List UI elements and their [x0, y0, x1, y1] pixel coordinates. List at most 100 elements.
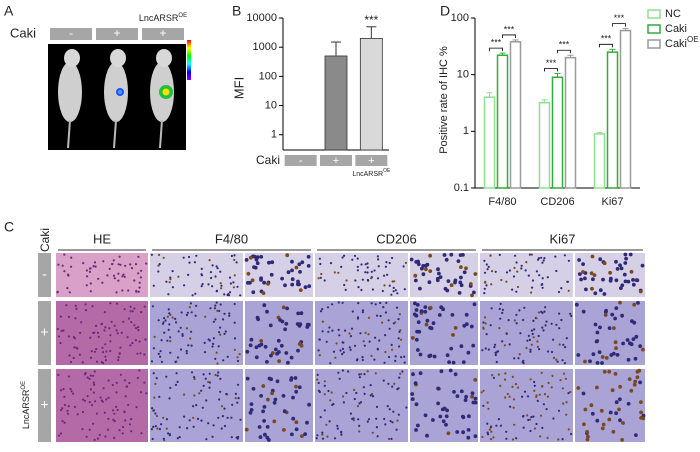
tissue-cell — [165, 427, 168, 430]
tissue-cell — [151, 437, 154, 441]
tissue-cell — [193, 376, 196, 379]
tissue-cell — [353, 388, 356, 391]
tissue-cell — [461, 430, 465, 435]
tissue-cell — [600, 361, 604, 365]
tissue-cell — [485, 284, 488, 287]
tissue-cell — [217, 345, 220, 348]
tissue-cell — [236, 359, 240, 363]
tissue-cell — [117, 356, 120, 359]
tissue-cell — [376, 348, 379, 351]
tissue-cell — [619, 266, 624, 271]
tissue-cell — [94, 265, 97, 268]
tissue-cell — [414, 337, 419, 342]
tissue-cell — [126, 336, 129, 339]
tissue-cell — [486, 401, 489, 404]
tissue-cell — [530, 329, 534, 332]
tissue-cell — [211, 264, 214, 267]
tissue-cell — [323, 380, 326, 383]
tissue-cell — [374, 336, 377, 339]
tissue-cell — [331, 329, 334, 332]
tissue-cell — [254, 345, 259, 350]
tissue-cell — [237, 397, 240, 400]
tissue-cell — [428, 253, 432, 258]
tissue-cell — [449, 252, 454, 257]
tissue-cell — [536, 345, 540, 348]
tissue-cell — [140, 269, 143, 272]
tissue-cell — [212, 424, 215, 427]
tissue-cell — [622, 272, 627, 277]
tissue-cell — [559, 379, 562, 382]
tissue-cell — [366, 370, 369, 373]
tissue-cell — [103, 329, 106, 332]
tissue-cell — [338, 377, 341, 380]
tissue-cell — [88, 401, 91, 404]
tissue-cell — [152, 284, 155, 287]
bar — [606, 51, 619, 189]
tissue-cell — [229, 282, 232, 285]
tissue-cell — [270, 260, 275, 265]
tissue-cell — [350, 327, 354, 330]
tissue-cell — [342, 341, 345, 344]
tissue-cell — [91, 305, 94, 308]
tissue-cell — [529, 348, 532, 351]
tissue-cell — [171, 286, 174, 289]
tissue-cell — [319, 262, 322, 266]
tissue-cell — [638, 344, 643, 348]
tissue-cell — [500, 278, 503, 282]
tissue-cell — [127, 289, 130, 292]
tissue-cell — [169, 336, 172, 339]
tissue-cell — [586, 434, 590, 439]
tissue-cell — [290, 432, 294, 437]
tissue-cell — [70, 265, 73, 268]
tissue-cell — [381, 289, 384, 293]
bar — [619, 29, 632, 189]
tissue-cell — [63, 421, 66, 424]
tissue-cell — [100, 399, 103, 402]
tissue-cell — [228, 276, 232, 279]
tissue-cell — [543, 257, 546, 260]
tissue-cell — [436, 386, 440, 391]
tissue-cell — [453, 326, 458, 330]
category-box — [355, 155, 388, 166]
tissue-cell — [522, 426, 525, 429]
tissue-cell — [249, 337, 254, 342]
tissue-cell — [93, 350, 97, 353]
tissue-cell — [427, 354, 432, 359]
tissue-cell — [623, 279, 628, 284]
tissue-cell — [207, 338, 210, 341]
tissue-cell — [533, 427, 537, 430]
tissue-cell — [165, 375, 168, 378]
tissue-cell — [455, 430, 460, 434]
tissue-cell — [216, 362, 219, 365]
tissue-cell — [102, 387, 105, 390]
tissue-cell — [633, 379, 638, 384]
tissue-cell — [306, 264, 311, 268]
tissue-cell — [561, 359, 564, 362]
tissue-cell — [195, 254, 198, 257]
tissue-cell — [233, 321, 236, 324]
tissue-cell — [63, 395, 66, 398]
tissue-cell — [360, 373, 363, 376]
tissue-cell — [220, 427, 223, 430]
tissue-cell — [556, 360, 559, 363]
tissue-cell — [109, 349, 112, 353]
tissue-cell — [318, 338, 321, 341]
tissue-cell — [299, 311, 304, 316]
tissue-cell — [268, 323, 273, 328]
tissue-cell — [498, 307, 501, 310]
tissue-cell — [581, 391, 586, 396]
tissue-cell — [88, 270, 91, 273]
category-box — [320, 155, 352, 166]
tissue-cell — [131, 341, 134, 345]
tissue-cell — [94, 400, 97, 403]
tissue-cell — [491, 374, 494, 377]
tissue-cell — [136, 352, 139, 355]
tissue-cell — [166, 315, 169, 318]
tissue-cell — [80, 321, 83, 324]
tissue-cell — [461, 360, 466, 364]
tissue-cell — [390, 343, 393, 346]
tissue-cell — [105, 398, 108, 401]
tissue-cell — [291, 395, 295, 400]
tissue-cell — [555, 323, 558, 326]
tissue-cell — [513, 266, 516, 269]
